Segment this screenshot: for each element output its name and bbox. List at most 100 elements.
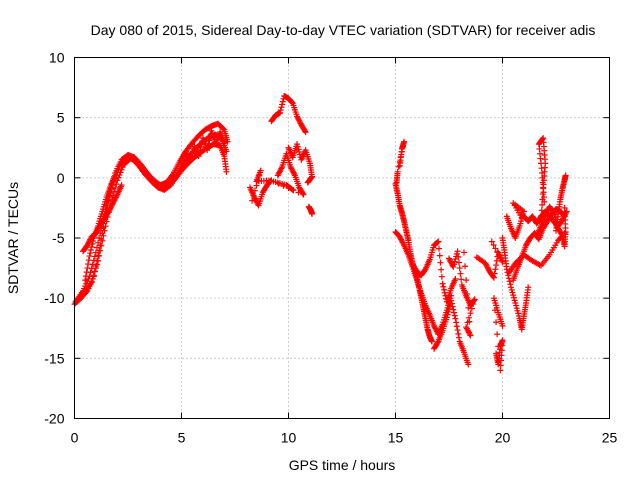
data-point <box>440 283 447 290</box>
y-tick-label: -10 <box>44 290 64 306</box>
data-point <box>256 172 263 179</box>
data-point <box>538 218 545 225</box>
data-point <box>223 148 230 155</box>
data-point <box>101 227 108 234</box>
data-point <box>438 273 445 280</box>
data-point <box>455 259 462 266</box>
data-point <box>99 237 106 244</box>
data-point <box>295 146 302 153</box>
data-point <box>93 244 100 251</box>
data-points <box>71 93 570 374</box>
data-point <box>91 268 98 275</box>
data-point <box>296 148 303 155</box>
data-point <box>88 279 95 286</box>
data-point <box>435 238 442 245</box>
data-point <box>446 305 452 312</box>
data-point <box>96 252 103 259</box>
data-point <box>206 137 213 144</box>
data-point <box>562 172 569 179</box>
data-point <box>539 201 546 208</box>
data-point <box>288 186 295 193</box>
x-tick-label: 15 <box>388 430 404 446</box>
data-point <box>439 280 446 287</box>
data-point <box>452 275 459 282</box>
data-point <box>95 257 102 264</box>
data-point <box>196 150 203 157</box>
data-point <box>309 210 316 217</box>
y-tick-label: 5 <box>57 110 65 126</box>
data-point <box>89 275 96 282</box>
x-tick-label: 10 <box>281 430 297 446</box>
data-point <box>468 305 475 312</box>
data-point <box>515 310 522 317</box>
data-point <box>494 248 501 255</box>
data-point <box>541 198 548 205</box>
data-point <box>499 342 506 349</box>
data-point <box>93 261 100 268</box>
data-point <box>300 191 307 198</box>
y-axis-tick-labels: 10 5 0 -5 -10 -15 -20 <box>44 50 64 427</box>
data-point <box>224 138 231 145</box>
data-point <box>465 361 472 368</box>
data-point <box>467 310 474 317</box>
data-point <box>205 140 212 147</box>
data-point <box>467 332 474 339</box>
data-point <box>525 284 532 291</box>
data-point <box>497 367 504 374</box>
data-point <box>494 331 501 338</box>
data-point <box>100 232 107 239</box>
data-point <box>449 303 456 310</box>
data-point <box>87 250 94 257</box>
data-point <box>97 247 104 254</box>
data-point <box>84 265 91 272</box>
data-point <box>462 263 469 270</box>
data-point <box>119 164 126 171</box>
data-point <box>96 235 103 241</box>
data-point <box>85 257 92 264</box>
data-point <box>434 339 441 346</box>
data-point <box>495 343 502 350</box>
data-point <box>118 182 125 189</box>
data-point <box>395 163 402 170</box>
data-point <box>464 290 471 297</box>
data-point <box>434 239 441 246</box>
data-point <box>251 187 258 194</box>
data-point <box>457 270 464 277</box>
x-tick-label: 0 <box>71 430 79 446</box>
data-point <box>204 147 211 154</box>
data-point <box>454 248 461 255</box>
data-point <box>498 352 505 359</box>
data-point <box>493 319 500 326</box>
x-tick-label: 20 <box>495 430 511 446</box>
data-point <box>453 323 460 330</box>
x-tick-label: 5 <box>178 430 186 446</box>
data-point <box>82 277 89 284</box>
data-point <box>451 258 458 265</box>
data-point <box>453 319 460 326</box>
data-point <box>490 274 497 281</box>
data-point <box>223 168 230 175</box>
data-point <box>492 266 499 273</box>
plot-area-frame <box>74 57 610 419</box>
data-point <box>92 265 99 272</box>
data-point <box>398 148 405 155</box>
x-axis-tick-labels: 0 5 10 15 20 25 <box>71 430 618 446</box>
data-point <box>508 286 515 293</box>
data-point <box>470 297 477 304</box>
data-point <box>438 266 445 273</box>
data-point <box>538 207 545 214</box>
data-point <box>466 318 473 325</box>
data-point <box>304 179 311 186</box>
y-tick-label: -20 <box>44 411 64 427</box>
data-point <box>257 167 264 174</box>
data-point <box>443 314 450 321</box>
data-point <box>302 129 309 136</box>
data-point <box>279 98 286 105</box>
data-point <box>289 99 296 106</box>
data-point <box>448 300 455 307</box>
y-axis-label: SDTVAR / TECUs <box>5 182 21 294</box>
data-point <box>204 143 211 150</box>
data-point <box>82 273 89 280</box>
